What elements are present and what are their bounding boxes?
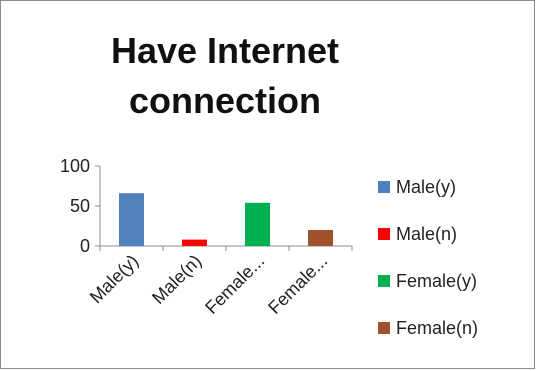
chart-title-line-2: connection xyxy=(128,80,321,121)
legend-item: Male(y) xyxy=(378,175,456,199)
legend-label: Male(n) xyxy=(396,223,458,244)
y-tick-label: 50 xyxy=(70,196,90,216)
chart-legend: Male(y) Male(n) Female(y) Female(n) xyxy=(378,0,528,371)
legend-swatch xyxy=(378,228,390,240)
legend-label: Female(y) xyxy=(396,270,478,291)
legend-label: Male(y) xyxy=(396,176,457,197)
y-tick-label: 100 xyxy=(60,156,90,176)
legend-item: Female(n) xyxy=(378,316,478,340)
legend-swatch xyxy=(378,275,390,287)
legend-item: Female(y) xyxy=(378,269,477,293)
bar-femaley xyxy=(245,202,270,246)
x-tick-label: Female... xyxy=(264,251,331,318)
bar-maley xyxy=(119,193,144,246)
x-tick-label: Male(y) xyxy=(86,251,143,308)
legend-swatch xyxy=(378,322,390,334)
legend-label: Female(n) xyxy=(396,317,479,338)
chart-title: Have Internet connection xyxy=(40,26,410,126)
bars xyxy=(119,193,333,246)
legend-item: Male(n) xyxy=(378,222,457,246)
x-tick-labels: Male(y) Male(n)Female...Female... xyxy=(86,251,332,318)
chart-title-line-1: Have Internet xyxy=(110,30,340,71)
bar-malen xyxy=(182,239,207,246)
y-axis: 0 50 100 xyxy=(60,156,353,256)
y-tick-label: 0 xyxy=(80,236,90,256)
x-tick-label: Male(n) xyxy=(148,251,205,308)
x-tick-label: Female... xyxy=(201,251,268,318)
bar-femalen xyxy=(308,230,333,246)
legend-swatch xyxy=(378,181,390,193)
